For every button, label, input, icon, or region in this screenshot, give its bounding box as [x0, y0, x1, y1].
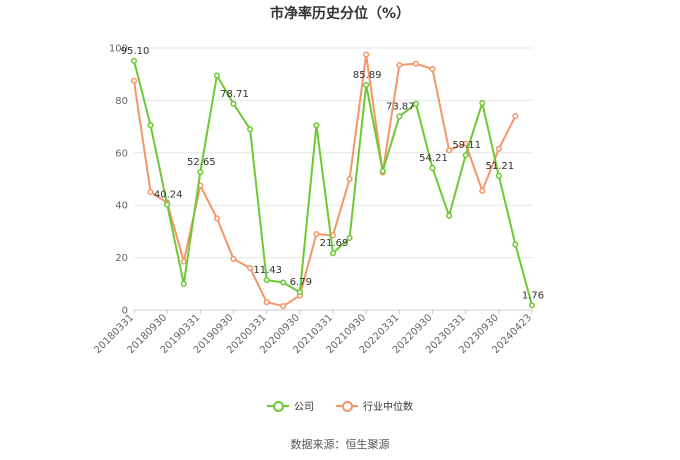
series-0-point [164, 201, 171, 208]
series-1-point [495, 145, 502, 152]
data-label: 1.76 [522, 290, 544, 301]
series-1-point [412, 60, 419, 67]
y-tick-label: 40 [115, 201, 128, 212]
series-0-point [213, 72, 220, 79]
series-1-point [479, 187, 486, 194]
series-0-point [446, 212, 453, 219]
series-0-point [479, 99, 486, 107]
series-0-point [528, 302, 536, 309]
series-0-point [495, 172, 502, 179]
series-1-point [147, 189, 154, 196]
y-tick-label: 20 [115, 253, 128, 264]
series-0-point [363, 81, 370, 89]
series-0-point [280, 279, 287, 286]
series-1-point [512, 113, 519, 120]
series-1-point [263, 299, 270, 306]
data-label: 11.43 [253, 265, 282, 276]
data-label: 6.79 [290, 277, 312, 288]
y-tick-label: 60 [115, 148, 128, 159]
series-0-point [462, 152, 469, 159]
series-0-point [247, 126, 254, 133]
data-label: 95.10 [121, 46, 150, 57]
series-0-point [263, 277, 270, 284]
legend-company-label: 公司 [294, 402, 314, 413]
series-1-point [446, 147, 453, 154]
series-0-point [512, 241, 519, 248]
y-tick-label: 80 [115, 96, 128, 107]
series-1-point [230, 255, 237, 262]
data-label: 51.21 [486, 161, 515, 172]
legend-company-marker [267, 400, 289, 412]
series-0-point [412, 100, 419, 107]
series-1-point [213, 215, 220, 222]
data-label: 85.89 [353, 70, 382, 81]
series-1-point [247, 265, 254, 272]
series-1-point [462, 140, 469, 147]
series-1-point [363, 51, 370, 58]
legend-item-industry-median[interactable]: 行业中位数 [336, 398, 413, 413]
series-0-point [197, 169, 204, 176]
series-0-point [346, 234, 353, 241]
legend-industry-median-marker [336, 400, 358, 412]
data-label: 78.71 [220, 89, 249, 100]
series-1-point [346, 175, 353, 183]
data-label: 54.21 [419, 153, 448, 164]
series-0-point [130, 57, 138, 64]
series-0-point [313, 122, 320, 129]
legend-industry-median-label: 行业中位数 [363, 402, 413, 413]
data-source-note: 数据来源：恒生聚源 [290, 438, 390, 451]
series-1-point [130, 77, 138, 84]
y-tick-label: 0 [122, 306, 128, 317]
series-1-point [429, 65, 436, 73]
series-0-point [296, 289, 303, 296]
series-0-point [180, 280, 187, 287]
y-tick-label: 100 [109, 44, 128, 55]
series-1-point [396, 61, 403, 69]
legend-item-company[interactable]: 公司 [267, 398, 314, 413]
series-0-point [396, 113, 403, 120]
legend: 公司 行业中位数 [0, 398, 680, 413]
series-line-0 [133, 60, 533, 306]
chart-title: 市净率历史分位（%） [269, 6, 411, 22]
series-1-point [313, 230, 320, 238]
series-1-point [180, 258, 187, 265]
data-label: 52.65 [187, 157, 216, 168]
series-0-point [429, 164, 436, 172]
series-1-point [280, 303, 287, 310]
data-label: 59.11 [452, 140, 481, 151]
label-layer: 95.10 40.24 52.65 78.71 11.43 6.79 21.69 85.89 7… [121, 46, 544, 302]
series-0-point [379, 168, 386, 175]
data-label: 21.69 [320, 238, 349, 249]
series-0-point [147, 122, 154, 129]
series-0-point [329, 250, 337, 257]
series-layer [130, 51, 536, 310]
data-label: 73.87 [386, 101, 415, 112]
grid-layer [134, 47, 532, 311]
data-label: 40.24 [154, 190, 183, 201]
series-0-point [230, 100, 237, 107]
